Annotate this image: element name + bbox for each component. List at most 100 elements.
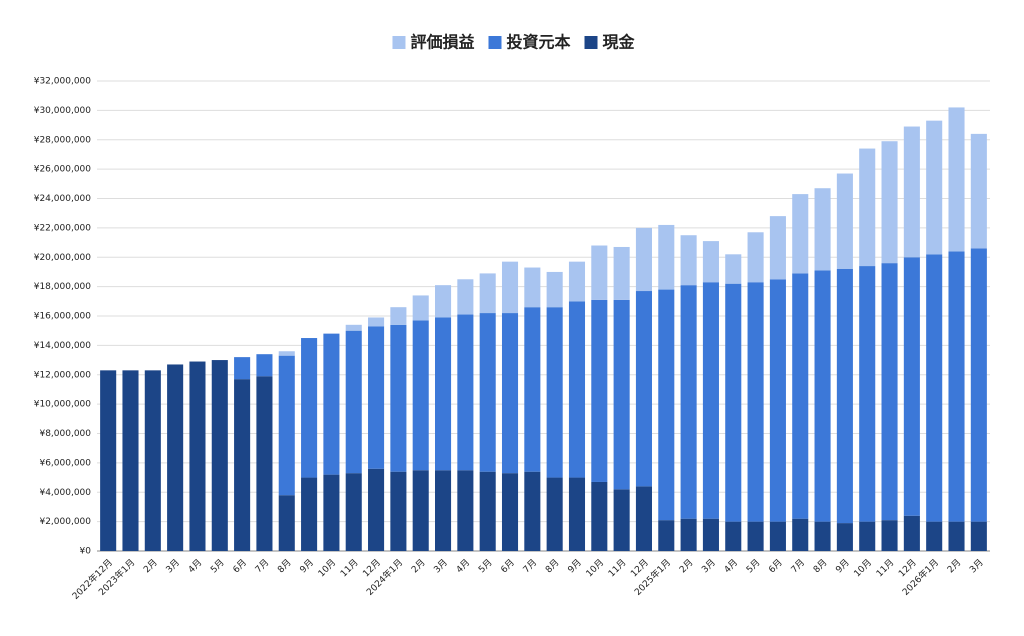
bar-segment: [524, 307, 541, 472]
bar-segment: [859, 148, 876, 267]
x-tick-label: 4月: [186, 557, 204, 575]
y-tick-label: ¥18,000,000: [34, 282, 92, 292]
bar-segment: [368, 326, 385, 469]
bar-segment: [814, 270, 831, 522]
bar-segment: [234, 357, 251, 380]
bar-segment: [926, 254, 943, 522]
bar-segment: [435, 317, 452, 471]
bar-segment: [412, 295, 429, 321]
bar-segment: [368, 317, 385, 327]
legend-label: 投資元本: [506, 33, 570, 52]
x-tick-label: 10月: [852, 557, 874, 579]
y-tick-label: ¥10,000,000: [34, 400, 92, 410]
bar-segment: [613, 489, 630, 551]
bar-segment: [725, 254, 742, 284]
bar-segment: [680, 285, 697, 519]
bar-segment: [591, 245, 608, 300]
legend-swatch: [488, 36, 502, 49]
bar-segment: [323, 474, 340, 551]
bar-segment: [591, 299, 608, 482]
bar-segment: [680, 518, 697, 551]
x-tick-label: 4月: [454, 557, 472, 575]
bar-segment: [301, 338, 318, 478]
y-tick-label: ¥32,000,000: [34, 77, 92, 87]
bar-segment: [613, 299, 630, 490]
x-tick-label: 3月: [700, 557, 718, 575]
bar-segment: [635, 486, 652, 551]
bar-segment: [747, 521, 764, 551]
legend-swatch: [392, 36, 406, 49]
bar-segment: [769, 521, 786, 551]
x-tick-label: 9月: [834, 557, 852, 575]
bar-segment: [479, 273, 496, 314]
bar-segment: [323, 333, 340, 475]
bar-segment: [278, 351, 295, 356]
x-tick-label: 3月: [164, 557, 182, 575]
bar-segment: [970, 248, 987, 522]
bar-segment: [278, 495, 295, 551]
bar-segment: [568, 477, 586, 551]
bar-segment: [546, 477, 563, 551]
x-tick-label: 9月: [566, 557, 584, 575]
bar-segment: [345, 330, 362, 474]
bar-segment: [948, 521, 965, 551]
bar-segment: [658, 520, 675, 551]
x-tick-label: 7月: [789, 557, 807, 575]
bar-segment: [524, 471, 541, 551]
bar-segment: [167, 364, 184, 551]
legend-label: 評価損益: [410, 33, 474, 52]
bar-segment: [836, 269, 853, 524]
bar-segment: [100, 370, 117, 551]
y-tick-label: ¥16,000,000: [34, 312, 92, 322]
x-tick-label: 10月: [584, 557, 606, 579]
y-tick-label: ¥26,000,000: [34, 165, 92, 175]
bar-segment: [568, 301, 586, 478]
bar-segment: [881, 520, 898, 551]
x-tick-label: 10月: [316, 557, 338, 579]
bar-segment: [435, 470, 452, 551]
bar-segment: [635, 227, 652, 292]
bar-segment: [345, 324, 362, 331]
bar-segment: [457, 470, 474, 551]
bar-segment: [524, 267, 541, 308]
bar-segment: [747, 232, 764, 283]
bar-segment: [970, 133, 987, 249]
x-tick-label: 5月: [476, 557, 494, 575]
y-tick-label: ¥6,000,000: [39, 458, 91, 468]
bar-segment: [881, 141, 898, 264]
x-tick-label: 11月: [338, 557, 360, 579]
y-tick-label: ¥14,000,000: [34, 341, 92, 351]
bar-segment: [368, 468, 385, 551]
x-tick-label: 4月: [722, 557, 740, 575]
bar-segment: [435, 285, 452, 318]
bar-segment: [702, 241, 719, 283]
x-tick-label: 5月: [208, 557, 226, 575]
x-tick-label: 6月: [767, 557, 785, 575]
bar-segment: [301, 477, 318, 551]
bar-segment: [926, 521, 943, 551]
y-tick-label: ¥8,000,000: [39, 429, 91, 439]
legend: 評価損益 投資元本 現金: [392, 33, 636, 52]
bar-segment: [680, 235, 697, 286]
bar-segment: [501, 473, 519, 551]
x-tick-label: 2月: [945, 557, 963, 575]
bar-segment: [792, 518, 809, 551]
bar-segment: [836, 173, 853, 269]
y-tick-label: ¥12,000,000: [34, 370, 92, 380]
bar-segment: [568, 261, 586, 302]
bar-segment: [859, 266, 876, 522]
bar-segment: [122, 370, 139, 551]
y-tick-label: ¥0: [80, 547, 92, 557]
x-tick-label: 6月: [499, 557, 517, 575]
x-tick-label: 6月: [231, 557, 249, 575]
bar-segment: [144, 370, 161, 551]
bar-segment: [948, 251, 965, 522]
bar-segment: [390, 307, 407, 325]
bar-segment: [390, 324, 407, 472]
bar-segment: [546, 307, 563, 478]
y-tick-label: ¥30,000,000: [34, 106, 92, 116]
bar-segment: [658, 289, 675, 521]
x-tick-label: 2月: [677, 557, 695, 575]
bar-segment: [970, 521, 987, 551]
